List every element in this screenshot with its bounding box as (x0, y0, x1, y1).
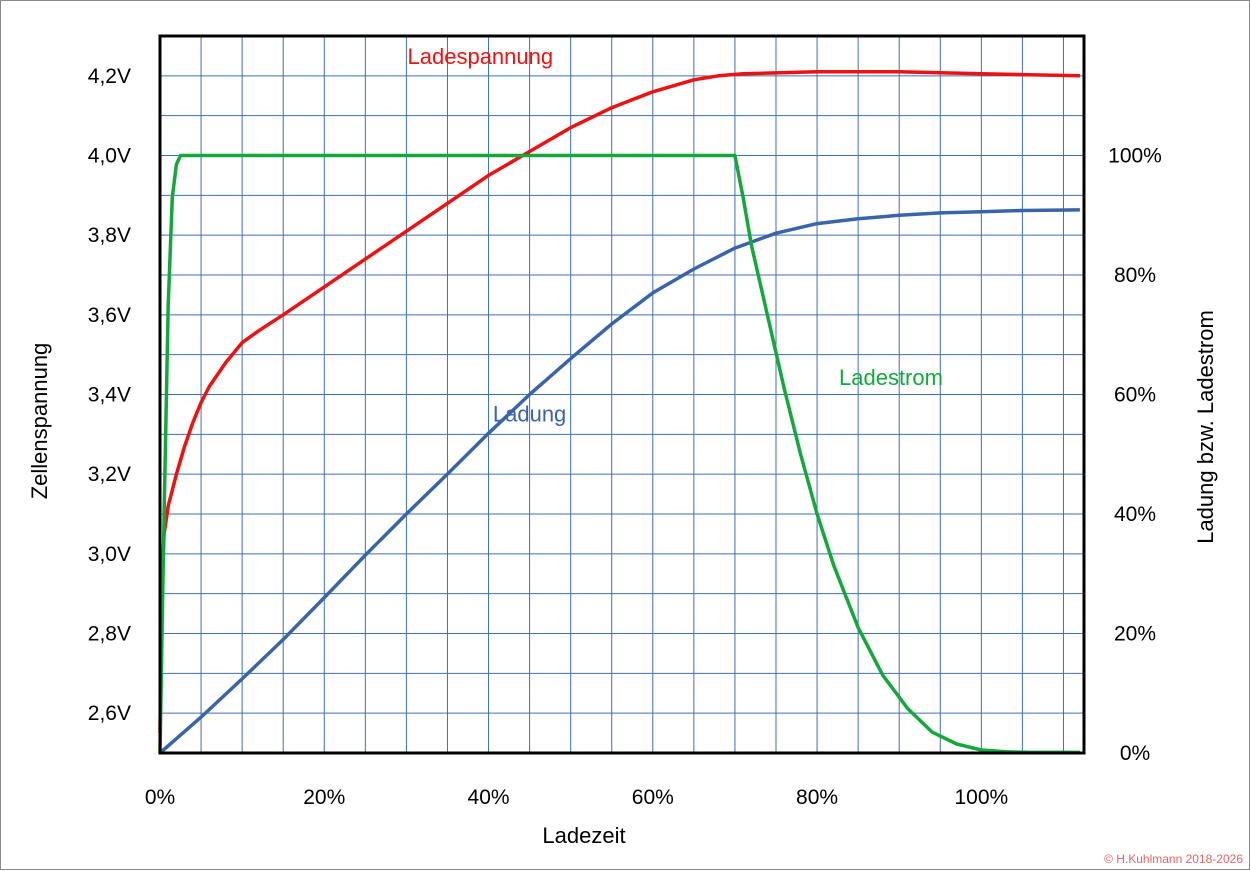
series-label-ladestrom: Ladestrom (839, 365, 943, 390)
x-tick-label: 80% (796, 786, 838, 809)
y-right-tick-label: 80% (1114, 264, 1156, 287)
y-right-axis-title: Ladung bzw. Ladestrom (1193, 310, 1218, 544)
series-labels: Ladespannung Ladung Ladestrom (408, 44, 943, 427)
y-left-tick-label: 4,0V (88, 145, 131, 168)
y-right-tick-label: 40% (1114, 503, 1156, 526)
x-tick-label: 100% (954, 786, 1008, 809)
series-line-ladestrom (158, 153, 1080, 755)
x-tick-labels: 0% 20% 40% 60% 80% 100% (145, 786, 1008, 809)
y-left-tick-labels: 2,6V 2,8V 3,0V 3,2V 3,4V 3,6V 3,8V 4,0V 4,2V (88, 65, 131, 725)
y-left-tick-label: 2,8V (88, 623, 131, 646)
y-left-tick-label: 3,6V (88, 304, 131, 327)
y-left-tick-label: 3,0V (88, 543, 131, 566)
y-left-tick-label: 4,2V (88, 65, 131, 88)
series-line-ladespannung (158, 70, 1080, 734)
y-left-tick-label: 3,8V (88, 224, 131, 247)
series-line-ladung (158, 208, 1080, 755)
x-tick-label: 40% (468, 786, 510, 809)
y-right-tick-label: 0% (1120, 742, 1150, 765)
series-label-ladung: Ladung (493, 401, 566, 426)
y-left-tick-label: 3,4V (88, 384, 131, 407)
grid (160, 36, 1084, 753)
copyright-credit: © H.Kuhlmann 2018-2026 (1104, 852, 1243, 866)
y-right-tick-label: 20% (1114, 623, 1156, 646)
series-lines (158, 70, 1080, 755)
y-right-tick-label: 100% (1108, 145, 1162, 168)
plot-border (158, 34, 1086, 755)
y-left-axis-title: Zellenspannung (27, 343, 52, 500)
x-tick-label: 0% (145, 786, 175, 809)
y-left-tick-label: 2,6V (88, 702, 131, 725)
x-tick-label: 60% (632, 786, 674, 809)
x-axis-title: Ladezeit (542, 823, 625, 848)
series-label-ladespannung: Ladespannung (408, 44, 554, 69)
x-tick-label: 20% (303, 786, 345, 809)
y-right-tick-labels: 0% 20% 40% 60% 80% 100% (1108, 145, 1162, 766)
y-right-tick-label: 60% (1114, 384, 1156, 407)
y-left-tick-label: 3,2V (88, 463, 131, 486)
